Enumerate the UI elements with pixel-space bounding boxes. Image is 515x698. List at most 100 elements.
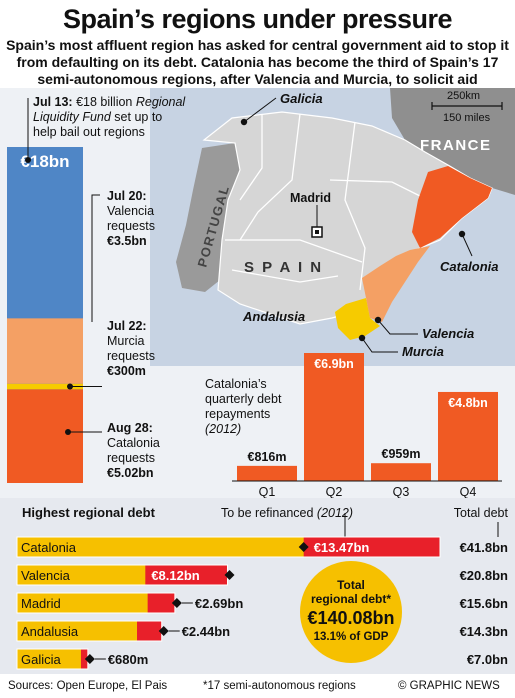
fund-bar-label: €18bn xyxy=(20,152,69,171)
debt-region-catalonia: Catalonia xyxy=(21,540,77,555)
credit: © GRAPHIC NEWS xyxy=(398,680,500,692)
quarterly-note-line2: quarterly debt xyxy=(205,392,282,406)
debt-refinance-bar-andalusia xyxy=(137,621,162,641)
catalonia-region xyxy=(412,166,492,248)
quarter-bar-q3 xyxy=(371,463,431,481)
debt-refinance-bar-catalonia xyxy=(303,537,440,557)
murcia-note-date: Jul 22: xyxy=(107,319,147,333)
refinance-header: To be refinanced (2012) xyxy=(221,506,353,520)
scale-label-km: 250km xyxy=(447,90,480,102)
valencia-note-region: Valencia xyxy=(107,204,154,218)
catalonia-leader-dot xyxy=(65,429,71,435)
debt-region-madrid: Madrid xyxy=(21,596,61,611)
valencia-leader xyxy=(91,194,100,322)
refinance-marker-andalusia xyxy=(158,626,169,636)
page-subtitle: Spain’s most affluent region has asked f… xyxy=(6,37,509,87)
regional-debt-chart: Highest regional debt To be refinanced (2… xyxy=(0,498,515,674)
timeline-group: €18bn Jul 13: €18 billion RegionalLiquidi… xyxy=(7,95,186,483)
valencia-note-verb: requests xyxy=(107,219,155,233)
refinance-value-galicia: €680m xyxy=(108,652,148,667)
valencia-request-bar xyxy=(7,318,83,384)
total-debt-value-galicia: €7.0bn xyxy=(467,652,508,667)
portugal-land xyxy=(176,143,240,292)
murcia-leader-dot xyxy=(67,383,73,390)
refinance-marker-valencia xyxy=(224,570,235,580)
catalonia-note-amount: €5.02bn xyxy=(107,466,154,480)
catalonia-note-region: Catalonia xyxy=(107,436,160,450)
murcia-note-amount: €300m xyxy=(107,364,146,378)
france-land xyxy=(390,88,515,195)
debt-chart-title: Highest regional debt xyxy=(22,505,156,520)
madrid-marker-dot xyxy=(315,230,319,234)
page-title: Spain’s regions under pressure xyxy=(62,4,453,34)
quarter-value-q4: €4.8bn xyxy=(448,396,488,410)
map-label-valencia: Valencia xyxy=(422,326,474,341)
total-debt-header: Total debt xyxy=(454,506,509,520)
scale-label-miles: 150 miles xyxy=(443,112,491,124)
debt-region-valencia: Valencia xyxy=(21,568,71,583)
debt-refinance-bar-valencia xyxy=(145,565,228,585)
map-label-catalonia: Catalonia xyxy=(440,259,499,274)
map-label-murcia: Murcia xyxy=(402,344,444,359)
fund-note-line3: help bail out regions xyxy=(33,125,145,139)
murcia-request-bar xyxy=(7,383,83,390)
quarter-label-q4: Q4 xyxy=(460,485,477,499)
quarter-bar-q1 xyxy=(237,465,297,481)
quarter-label-q1: Q1 xyxy=(259,485,276,499)
debt-refinance-bar-madrid xyxy=(147,593,175,613)
quarter-value-q2: €6.9bn xyxy=(314,357,354,371)
quarter-label-q3: Q3 xyxy=(393,485,410,499)
catalonia-request-bar xyxy=(7,389,83,483)
refinance-marker-catalonia xyxy=(298,542,309,552)
sources-note: Sources: Open Europe, El Pais xyxy=(8,680,168,692)
debt-total-bar-galicia xyxy=(17,649,88,669)
refinance-value-valencia: €8.12bn xyxy=(151,568,199,583)
refinance-value-andalusia: €2.44bn xyxy=(182,624,230,639)
quarter-bar-q2 xyxy=(304,353,364,481)
quarterly-note-line3: repayments xyxy=(205,407,270,421)
total-debt-badge xyxy=(300,561,402,663)
badge-line4: 13.1% of GDP xyxy=(314,631,389,643)
debt-region-andalusia: Andalusia xyxy=(21,624,79,639)
region-borders xyxy=(225,113,421,291)
total-debt-value-madrid: €15.6bn xyxy=(460,596,508,611)
quarterly-note-line1: Catalonia’s xyxy=(205,377,267,391)
debt-bar-outline-catalonia xyxy=(16,536,441,558)
total-debt-value-catalonia: €41.8bn xyxy=(460,540,508,555)
map-label-galicia: Galicia xyxy=(280,91,323,106)
total-debt-value-valencia: €20.8bn xyxy=(460,568,508,583)
total-debt-value-andalusia: €14.3bn xyxy=(460,624,508,639)
map-label-madrid: Madrid xyxy=(290,191,331,205)
quarter-label-q2: Q2 xyxy=(326,485,343,499)
map-label-france: FRANCE xyxy=(420,137,492,154)
valencia-region xyxy=(362,246,430,322)
map-label-andalusia: Andalusia xyxy=(242,309,305,324)
scale-bar xyxy=(431,102,503,110)
quarter-value-q1: €816m xyxy=(248,450,287,464)
debt-region-galicia: Galicia xyxy=(21,652,62,667)
catalonia-note-verb: requests xyxy=(107,451,155,465)
catalonia-note-date: Aug 28: xyxy=(107,421,153,435)
debt-refinance-bar-galicia xyxy=(80,649,88,669)
valencia-note-date: Jul 20: xyxy=(107,189,147,203)
badge-line1: Total xyxy=(337,578,365,592)
badge-line2: regional debt* xyxy=(311,592,391,606)
murcia-region xyxy=(335,298,380,340)
footnote: *17 semi-autonomous regions xyxy=(203,680,356,692)
valencia-note-amount: €3.5bn xyxy=(107,234,147,248)
map-leader-lines xyxy=(243,97,473,353)
map-leader-dots xyxy=(240,118,466,342)
fund-note-line1: Jul 13: €18 billion Regional xyxy=(33,95,186,109)
badge-line3: €140.08bn xyxy=(307,608,394,628)
quarter-value-q3: €959m xyxy=(382,447,421,461)
murcia-note-verb: requests xyxy=(107,349,155,363)
refinance-value-catalonia: €13.47bn xyxy=(314,540,370,555)
fund-note-line2: Liquidity Fund set up to xyxy=(33,110,162,124)
map-label-spain: S P A I N xyxy=(244,259,323,276)
murcia-note-region: Murcia xyxy=(107,334,145,348)
refinance-marker-madrid xyxy=(171,598,182,608)
debt-total-bar-andalusia xyxy=(17,621,162,641)
